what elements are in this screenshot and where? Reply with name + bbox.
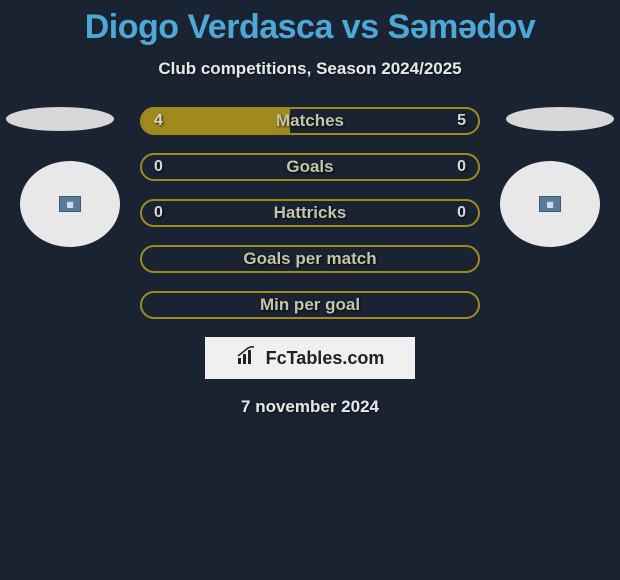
player-left-avatar: ▦ bbox=[20, 161, 120, 247]
comparison-date: 7 november 2024 bbox=[0, 397, 620, 417]
stat-value-right: 0 bbox=[457, 204, 466, 222]
stat-value-right: 0 bbox=[457, 158, 466, 176]
stat-bar: Goals per match bbox=[140, 245, 480, 273]
comparison-content: ▦ ▦ 4 5 Matches 0 0 Goals 0 0 Hattricks Goals per… bbox=[0, 107, 620, 417]
stat-value-left: 0 bbox=[154, 204, 163, 222]
stat-bar: 0 0 Hattricks bbox=[140, 199, 480, 227]
comparison-subtitle: Club competitions, Season 2024/2025 bbox=[0, 59, 620, 79]
stat-label: Goals bbox=[286, 157, 333, 177]
stat-bar: Min per goal bbox=[140, 291, 480, 319]
placeholder-icon: ▦ bbox=[59, 196, 81, 212]
player-left-ellipse bbox=[6, 107, 114, 131]
stat-label: Goals per match bbox=[243, 249, 376, 269]
logo-box: FcTables.com bbox=[205, 337, 415, 379]
player-right-avatar: ▦ bbox=[500, 161, 600, 247]
stat-value-left: 0 bbox=[154, 158, 163, 176]
player-right-ellipse bbox=[506, 107, 614, 131]
placeholder-icon: ▦ bbox=[539, 196, 561, 212]
stat-label: Matches bbox=[276, 111, 344, 131]
logo-text: FcTables.com bbox=[266, 348, 385, 369]
stat-label: Hattricks bbox=[274, 203, 347, 223]
stat-bar-fill bbox=[142, 109, 290, 133]
comparison-title: Diogo Verdasca vs Səmədov bbox=[0, 0, 620, 47]
stat-value-left: 4 bbox=[154, 112, 163, 130]
stat-bar: 0 0 Goals bbox=[140, 153, 480, 181]
stat-value-right: 5 bbox=[457, 112, 466, 130]
logo-chart-icon bbox=[236, 346, 260, 371]
stat-bar: 4 5 Matches bbox=[140, 107, 480, 135]
stat-label: Min per goal bbox=[260, 295, 360, 315]
stat-bars: 4 5 Matches 0 0 Goals 0 0 Hattricks Goals per mat… bbox=[140, 107, 480, 319]
